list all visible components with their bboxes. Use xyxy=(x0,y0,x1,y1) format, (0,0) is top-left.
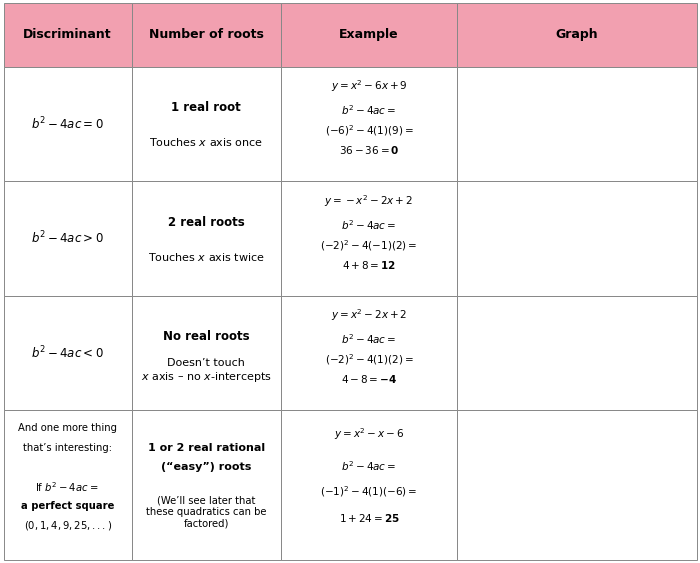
Text: $(-2)^2 - 4(-1)(2) =$: $(-2)^2 - 4(-1)(2) =$ xyxy=(321,238,418,253)
Text: Example: Example xyxy=(340,28,399,41)
Text: Doesn’t touch
$x$ axis – no $x$-intercepts: Doesn’t touch $x$ axis – no $x$-intercep… xyxy=(141,359,272,385)
Text: (We’ll see later that
these quadratics can be
factored): (We’ll see later that these quadratics c… xyxy=(146,495,267,529)
Text: $y$: $y$ xyxy=(470,190,477,201)
Text: that’s interesting:: that’s interesting: xyxy=(23,443,112,453)
Text: $y = x^2 - 6x + 9$: $y = x^2 - 6x + 9$ xyxy=(330,78,407,94)
Text: $b^2 - 4ac =$: $b^2 - 4ac =$ xyxy=(342,332,397,346)
Text: $y$: $y$ xyxy=(470,420,477,431)
Text: Touches $x$ axis twice: Touches $x$ axis twice xyxy=(148,251,265,263)
Text: a perfect square: a perfect square xyxy=(21,501,114,511)
Text: $(-6)^2 - 4(1)(9) =$: $(-6)^2 - 4(1)(9) =$ xyxy=(325,123,414,138)
Text: If $b^2 - 4ac$ =: If $b^2 - 4ac$ = xyxy=(36,480,99,494)
Text: $1 + 24 = \mathbf{25}$: $1 + 24 = \mathbf{25}$ xyxy=(339,512,400,524)
Text: $y = x^2 - x - 6$: $y = x^2 - x - 6$ xyxy=(334,426,404,442)
Text: Discriminant: Discriminant xyxy=(23,28,112,41)
Text: $y = x^2 - 2x + 2$: $y = x^2 - 2x + 2$ xyxy=(331,307,407,323)
Text: (“easy”) roots: (“easy”) roots xyxy=(161,462,251,472)
Text: $x$: $x$ xyxy=(675,277,681,286)
Text: And one more thing: And one more thing xyxy=(18,423,117,434)
Text: $y = -x^2 - 2x + 2$: $y = -x^2 - 2x + 2$ xyxy=(325,193,414,208)
Text: $b^2 - 4ac = 0$: $b^2 - 4ac = 0$ xyxy=(32,115,104,132)
Text: $36 - 36 = \mathbf{0}$: $36 - 36 = \mathbf{0}$ xyxy=(339,144,400,157)
Text: 1 or 2 real \ $\mathbf{rational}$: 1 or 2 real \ $\mathbf{rational}$ xyxy=(0,562,1,563)
Text: $(-1)^2 - 4(1)(-6) =$: $(-1)^2 - 4(1)(-6) =$ xyxy=(321,484,418,499)
Text: $b^2 - 4ac =$: $b^2 - 4ac =$ xyxy=(342,459,397,473)
Text: $(0, 1, 4, 9, 25,...)$: $(0, 1, 4, 9, 25,...)$ xyxy=(24,519,112,532)
Text: $b^2 - 4ac > 0$: $b^2 - 4ac > 0$ xyxy=(32,230,104,247)
Text: $y$: $y$ xyxy=(470,305,477,315)
Text: 1 or 2 real rational: 1 or 2 real rational xyxy=(148,443,265,453)
Text: $4 + 8 = \mathbf{12}$: $4 + 8 = \mathbf{12}$ xyxy=(342,259,396,271)
Text: $y$: $y$ xyxy=(470,75,477,86)
Text: Number of roots: Number of roots xyxy=(149,28,264,41)
Text: 1 or 2 real: 1 or 2 real xyxy=(0,562,1,563)
Text: $4 - 8 = \mathbf{-4}$: $4 - 8 = \mathbf{-4}$ xyxy=(341,373,397,386)
Text: $x$: $x$ xyxy=(675,391,681,400)
Text: $b^2 - 4ac =$: $b^2 - 4ac =$ xyxy=(342,218,397,231)
Text: $(-2)^2 - 4(1)(2) =$: $(-2)^2 - 4(1)(2) =$ xyxy=(325,352,414,367)
Text: Graph: Graph xyxy=(556,28,598,41)
Text: No real roots: No real roots xyxy=(163,330,249,343)
Text: $x$: $x$ xyxy=(675,540,681,549)
Text: Touches $x$ axis once: Touches $x$ axis once xyxy=(149,136,263,148)
Text: $b^2 - 4ac < 0$: $b^2 - 4ac < 0$ xyxy=(32,345,104,361)
Text: 2 real roots: 2 real roots xyxy=(168,216,244,229)
Text: $b^2 - 4ac =$: $b^2 - 4ac =$ xyxy=(342,103,397,117)
Text: 1 real root: 1 real root xyxy=(172,101,241,114)
Text: $x$: $x$ xyxy=(675,162,681,171)
